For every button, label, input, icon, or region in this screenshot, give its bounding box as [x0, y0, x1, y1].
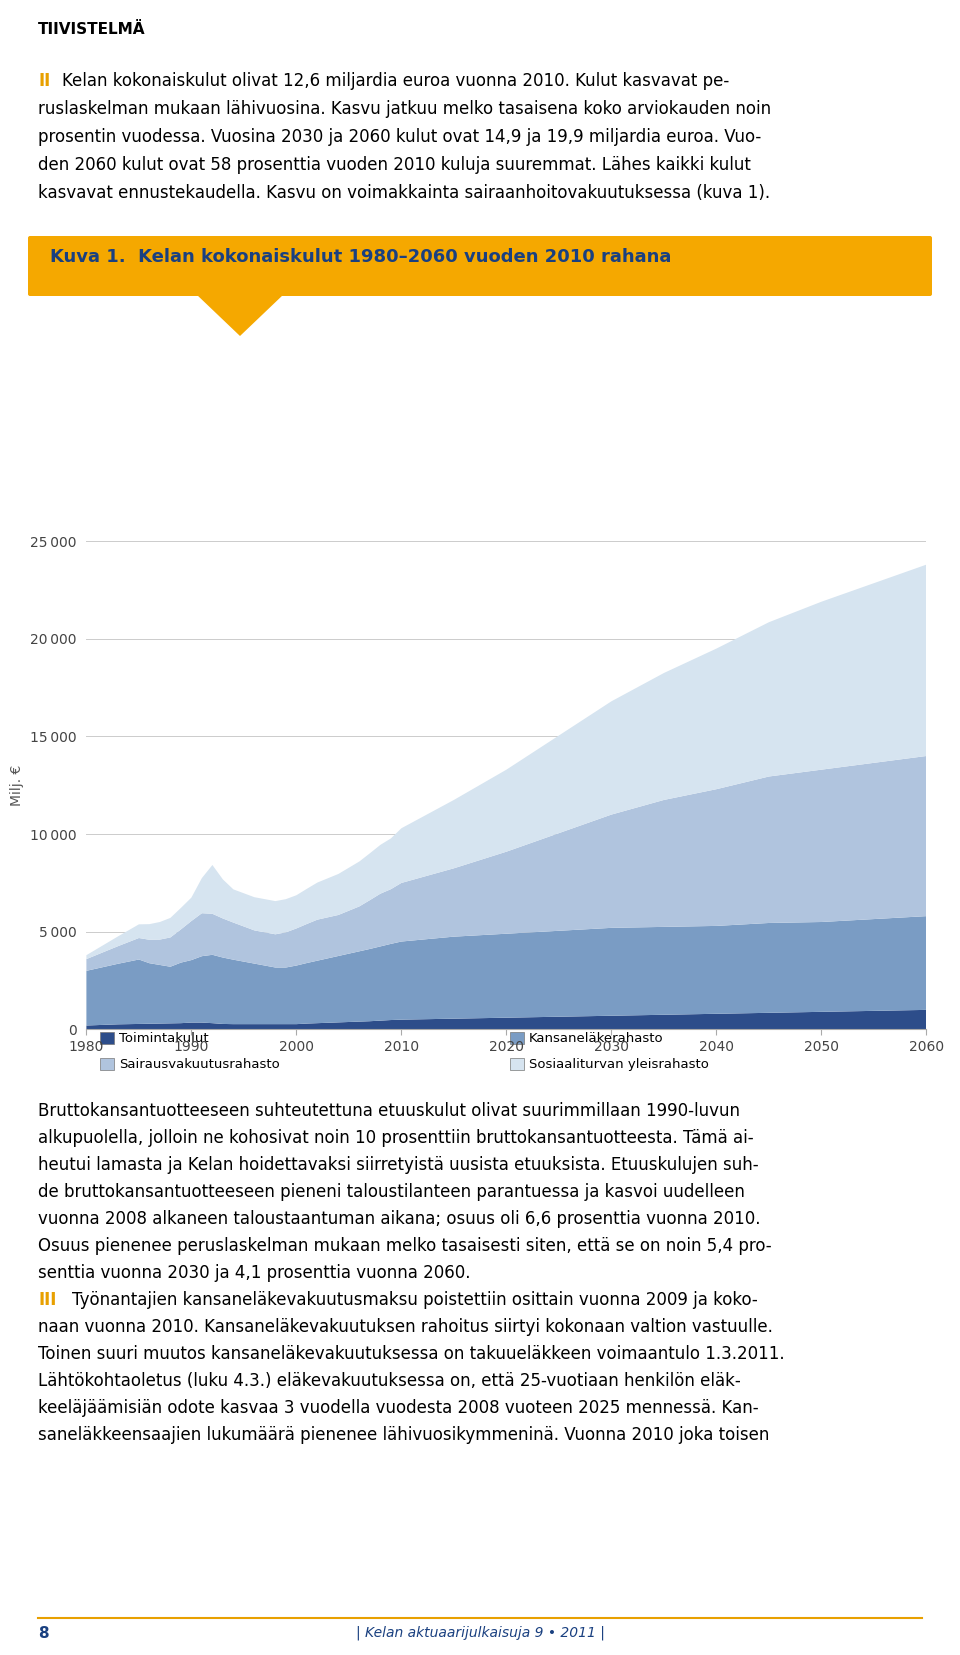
- Text: heutui lamasta ja Kelan hoidettavaksi siirretyistä uusista etuuksista. Etuuskulu: heutui lamasta ja Kelan hoidettavaksi si…: [38, 1157, 758, 1175]
- Text: senttia vuonna 2030 ja 4,1 prosenttia vuonna 2060.: senttia vuonna 2030 ja 4,1 prosenttia vu…: [38, 1264, 470, 1283]
- Text: Kansaneläkerahasto: Kansaneläkerahasto: [529, 1033, 663, 1044]
- Text: 8: 8: [38, 1625, 49, 1642]
- Text: Toinen suuri muutos kansaneläkevakuutuksessa on takuueläkkeen voimaantulo 1.3.20: Toinen suuri muutos kansaneläkevakuutuks…: [38, 1346, 784, 1364]
- Bar: [100, 1059, 114, 1071]
- Text: Kelan kokonaiskulut olivat 12,6 miljardia euroa vuonna 2010. Kulut kasvavat pe-: Kelan kokonaiskulut olivat 12,6 miljardi…: [62, 73, 730, 89]
- Text: TIIVISTELMÄ: TIIVISTELMÄ: [38, 22, 146, 36]
- Text: prosentin vuodessa. Vuosina 2030 ja 2060 kulut ovat 14,9 ja 19,9 miljardia euroa: prosentin vuodessa. Vuosina 2030 ja 2060…: [38, 127, 761, 146]
- Y-axis label: Milj. €: Milj. €: [11, 765, 25, 806]
- Text: ruslaskelman mukaan lähivuosina. Kasvu jatkuu melko tasaisena koko arviokauden n: ruslaskelman mukaan lähivuosina. Kasvu j…: [38, 99, 771, 118]
- Bar: [100, 1033, 114, 1044]
- Text: II: II: [38, 73, 50, 89]
- Text: Bruttokansantuotteeseen suhteutettuna etuuskulut olivat suurimmillaan 1990-luvun: Bruttokansantuotteeseen suhteutettuna et…: [38, 1102, 740, 1120]
- Text: alkupuolella, jolloin ne kohosivat noin 10 prosenttiin bruttokansantuotteesta. T: alkupuolella, jolloin ne kohosivat noin …: [38, 1129, 754, 1147]
- Text: den 2060 kulut ovat 58 prosenttia vuoden 2010 kuluja suuremmat. Lähes kaikki kul: den 2060 kulut ovat 58 prosenttia vuoden…: [38, 156, 751, 174]
- Text: Sosiaaliturvan yleisrahasto: Sosiaaliturvan yleisrahasto: [529, 1058, 708, 1071]
- Text: | Kelan aktuaarijulkaisuja 9 • 2011 |: | Kelan aktuaarijulkaisuja 9 • 2011 |: [355, 1625, 605, 1640]
- Bar: [510, 1059, 524, 1071]
- Text: keeläjäämisiän odote kasvaa 3 vuodella vuodesta 2008 vuoteen 2025 mennessä. Kan-: keeläjäämisiän odote kasvaa 3 vuodella v…: [38, 1400, 758, 1417]
- Text: de bruttokansantuotteeseen pieneni taloustilanteen parantuessa ja kasvoi uudelle: de bruttokansantuotteeseen pieneni talou…: [38, 1183, 745, 1202]
- Text: Sairausvakuutusrahasto: Sairausvakuutusrahasto: [119, 1058, 279, 1071]
- Text: kasvavat ennustekaudella. Kasvu on voimakkainta sairaanhoitovakuutuksessa (kuva : kasvavat ennustekaudella. Kasvu on voima…: [38, 184, 770, 202]
- Bar: [510, 1033, 524, 1044]
- Text: Toimintakulut: Toimintakulut: [119, 1033, 208, 1044]
- Text: III: III: [38, 1291, 57, 1309]
- Text: vuonna 2008 alkaneen taloustaantuman aikana; osuus oli 6,6 prosenttia vuonna 201: vuonna 2008 alkaneen taloustaantuman aik…: [38, 1210, 760, 1228]
- Text: saneläkkeensaajien lukumäärä pienenee lähivuosikymmeninä. Vuonna 2010 joka toise: saneläkkeensaajien lukumäärä pienenee lä…: [38, 1427, 769, 1445]
- Text: Kuva 1.  Kelan kokonaiskulut 1980–2060 vuoden 2010 rahana: Kuva 1. Kelan kokonaiskulut 1980–2060 vu…: [50, 248, 671, 266]
- FancyBboxPatch shape: [28, 237, 932, 296]
- Polygon shape: [196, 295, 284, 336]
- Text: Lähtökohtaoletus (luku 4.3.) eläkevakuutuksessa on, että 25-vuotiaan henkilön el: Lähtökohtaoletus (luku 4.3.) eläkevakuut…: [38, 1372, 741, 1390]
- Text: naan vuonna 2010. Kansaneläkevakuutuksen rahoitus siirtyi kokonaan valtion vastu: naan vuonna 2010. Kansaneläkevakuutuksen…: [38, 1319, 773, 1336]
- Text: Osuus pienenee peruslaskelman mukaan melko tasaisesti siten, että se on noin 5,4: Osuus pienenee peruslaskelman mukaan mel…: [38, 1238, 772, 1256]
- Text: Työnantajien kansaneläkevakuutusmaksu poistettiin osittain vuonna 2009 ja koko-: Työnantajien kansaneläkevakuutusmaksu po…: [72, 1291, 757, 1309]
